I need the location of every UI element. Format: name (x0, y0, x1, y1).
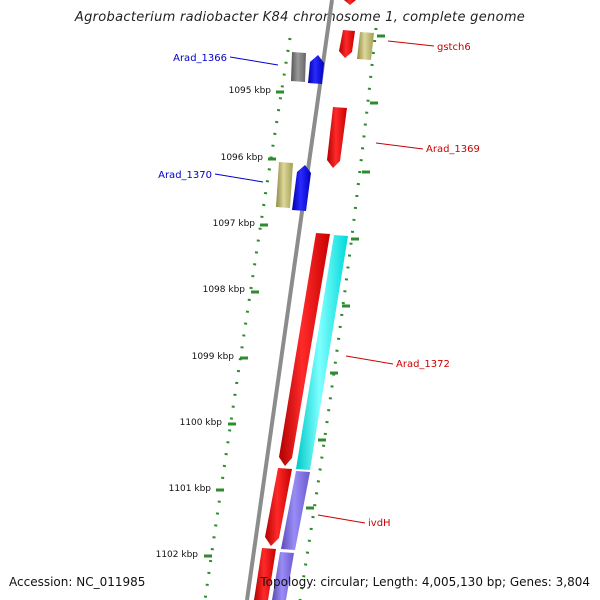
feature-arad-1372-red[interactable] (279, 233, 330, 466)
tick-label: 1102 kbp (156, 550, 199, 560)
feature-red-top[interactable] (344, 0, 356, 5)
feature-arad-1366[interactable] (291, 52, 306, 82)
feature-arad-1370[interactable] (276, 162, 293, 208)
tick-label: 1101 kbp (169, 484, 212, 494)
gene-labels: gstch6 Arad_1366 Arad_1369 Arad_1370 Ara… (158, 42, 480, 529)
gene-label-arad-1370[interactable]: Arad_1370 (158, 170, 212, 181)
accession-text: Accession: NC_011985 (9, 575, 146, 589)
feature-purple-bottom[interactable] (272, 552, 294, 600)
feature-gstch6[interactable] (339, 30, 355, 58)
tick-label: 1097 kbp (213, 219, 256, 229)
gene-label-arad-1369[interactable]: Arad_1369 (426, 144, 480, 155)
gene-label-gstch6[interactable]: gstch6 (437, 42, 471, 53)
tick-label: 1100 kbp (180, 418, 223, 428)
outer-major-ticks (306, 34, 385, 510)
inner-features (276, 52, 324, 211)
label-connectors (214, 40, 435, 524)
feature-blue-1[interactable] (308, 55, 324, 84)
feature-tan-1[interactable] (357, 32, 374, 60)
topology-text: Topology: circular; Length: 4,005,130 bp… (260, 575, 590, 589)
gene-label-arad-1372[interactable]: Arad_1372 (396, 359, 450, 370)
tick-label: 1098 kbp (203, 285, 246, 295)
feature-arad-1372-cyan[interactable] (296, 235, 348, 470)
gene-label-ivdh[interactable]: ivdH (368, 518, 391, 529)
genome-backbone (245, 0, 334, 600)
gene-label-arad-1366[interactable]: Arad_1366 (173, 53, 227, 64)
tick-label: 1095 kbp (229, 86, 272, 96)
feature-blue-2[interactable] (292, 165, 311, 211)
feature-red-lower[interactable] (265, 468, 292, 546)
tick-label: 1099 kbp (192, 352, 235, 362)
major-ticks (204, 90, 284, 558)
feature-arad-1369[interactable] (327, 107, 347, 168)
outer-features (254, 0, 374, 600)
feature-ivdh[interactable] (281, 471, 310, 550)
tick-labels: 1095 kbp 1096 kbp 1097 kbp 1098 kbp 1099… (156, 86, 272, 560)
feature-red-bottom[interactable] (254, 548, 276, 600)
map-title: Agrobacterium radiobacter K84 chromosome… (74, 10, 526, 25)
tick-label: 1096 kbp (221, 153, 264, 163)
